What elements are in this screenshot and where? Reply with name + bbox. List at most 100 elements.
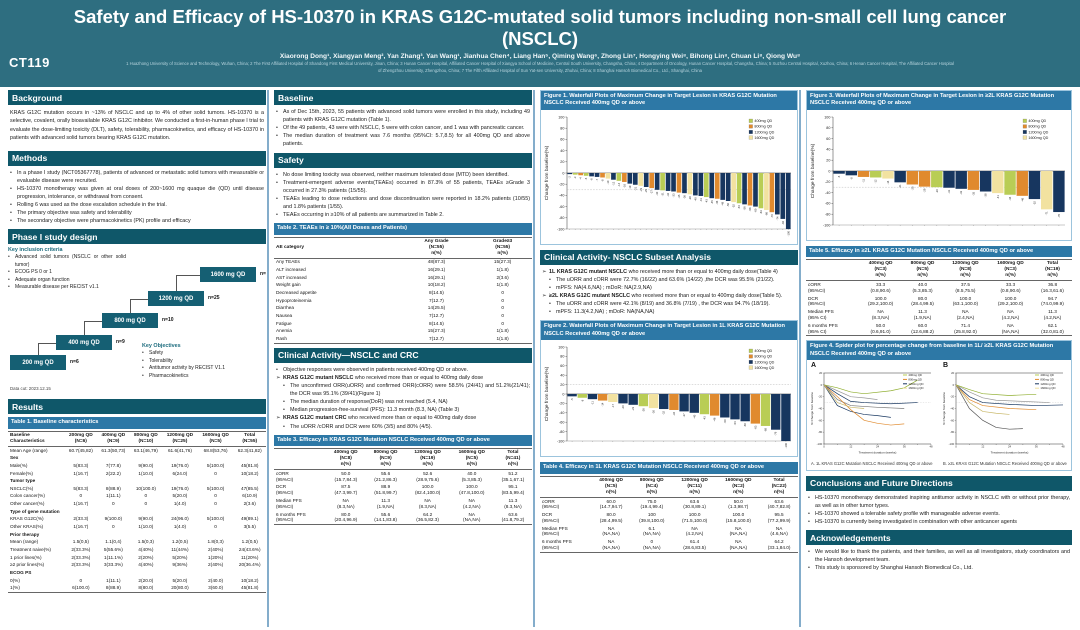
svg-text:-35: -35 bbox=[677, 194, 681, 198]
bullet-item: • TEAEs occurring in ≥10% of all patients… bbox=[276, 212, 444, 219]
poster-header: Safety and Efficacy of HS-10370 in KRAS … bbox=[0, 0, 1080, 87]
table1-caption: Table 1. Baseline characteristics bbox=[8, 417, 266, 429]
svg-text:-100: -100 bbox=[786, 230, 790, 236]
svg-text:1600mg QD: 1600mg QD bbox=[1040, 386, 1055, 390]
table-row: KRAS G12C(%) 2(33.3) 9(100.0) 9(90.0) 24(96.… bbox=[10, 516, 259, 522]
svg-text:-10: -10 bbox=[606, 180, 610, 184]
svg-text:24: 24 bbox=[876, 445, 880, 449]
section-header-nsclc-subset-analysis: Clinical Activity- NSCLC Subset Analysis bbox=[540, 249, 798, 265]
spider-panel-b: B 20 0 -20 -40 -60 -80 -100 0 12 24 36 48 400mg QD 80… bbox=[941, 362, 1069, 469]
svg-text:-40: -40 bbox=[559, 194, 564, 198]
escalation-connector bbox=[176, 274, 200, 292]
svg-text:Change from baseline(%): Change from baseline(%) bbox=[810, 143, 816, 198]
svg-text:-80: -80 bbox=[825, 212, 830, 216]
svg-text:80: 80 bbox=[560, 126, 564, 130]
data-table: 400mg QD (N=5) n(%) 800mg QD (N=4) n(%) 12… bbox=[540, 475, 798, 553]
svg-text:-82: -82 bbox=[781, 220, 785, 224]
svg-text:48: 48 bbox=[929, 445, 933, 449]
svg-text:1200mg QD: 1200mg QD bbox=[908, 382, 923, 386]
figure2-waterfall-chart: 100 80 60 40 20 0 -20 -40 -60 -80 -100 Change from … bbox=[541, 340, 797, 456]
svg-text:-38: -38 bbox=[688, 196, 692, 200]
table-row: DCR (95%CI) 100.0 (29.2,100.0) 80.0 (28.4,… bbox=[808, 295, 1064, 307]
svg-text:-31: -31 bbox=[661, 192, 665, 196]
svg-text:-60: -60 bbox=[559, 205, 564, 209]
conclusions-bullets: • HS-10370 monotherapy demonstrated inspi… bbox=[806, 494, 1072, 526]
waterfall-chart: 100 80 60 40 20 0 -20 -40 -60 -80 -100 Change from … bbox=[544, 346, 791, 449]
figure3-waterfall-chart: 100 80 60 40 20 0 -20 -40 -60 -80 -100 Change from … bbox=[807, 110, 1071, 240]
svg-text:-32: -32 bbox=[662, 411, 666, 415]
escalation-connector bbox=[84, 320, 102, 336]
section-header-clinical-activity-nsclc-crc: Clinical Activity—NSCLC and CRC bbox=[274, 347, 532, 363]
svg-text:800mg QD: 800mg QD bbox=[908, 378, 922, 382]
svg-text:-36: -36 bbox=[682, 194, 686, 198]
table-row: 6 months PFS (95%CI) NA (NA,NA) 0 (NA,NA) 6… bbox=[542, 539, 791, 550]
table-row: Mean (range) 1.5(0,5) 1.1(0,4) 1.5(0,3) 1.2(… bbox=[10, 539, 258, 545]
svg-text:-46: -46 bbox=[1020, 197, 1024, 201]
waterfall-chart: 100 80 60 40 20 0 -20 -40 -60 -80 -100 Change from … bbox=[810, 115, 1065, 227]
svg-text:80: 80 bbox=[826, 126, 830, 130]
svg-text:-5: -5 bbox=[570, 398, 574, 401]
svg-text:-35: -35 bbox=[971, 191, 975, 195]
table-row: Type of gene mutation bbox=[10, 508, 60, 514]
table-row: Rash 7(12.7) 1(1.8) bbox=[276, 336, 509, 342]
svg-text:-12: -12 bbox=[874, 179, 878, 183]
section-header-safety: Safety bbox=[274, 152, 532, 168]
svg-text:-40: -40 bbox=[825, 191, 830, 195]
column-divider bbox=[267, 90, 269, 627]
svg-text:48: 48 bbox=[1061, 445, 1065, 449]
svg-text:60: 60 bbox=[826, 137, 830, 141]
baseline-bullets: • As of Dec 15th, 2023, 55 patients with … bbox=[274, 108, 532, 149]
inclusion-criteria-title: Key inclusion criteria bbox=[8, 247, 63, 254]
table-row: DCR (95%CI) 80.0 (28.4,99.5) 100 (39.8,100… bbox=[542, 512, 791, 523]
svg-text:100: 100 bbox=[558, 346, 564, 350]
svg-text:1600mg QD: 1600mg QD bbox=[1028, 136, 1048, 140]
svg-text:0: 0 bbox=[821, 383, 823, 387]
panel-a-caption: A. 1L KRAS G12C Mutation NSCLC Received … bbox=[811, 461, 933, 467]
bullet-item: • Advanced solid tumors (NSCLC or other s… bbox=[8, 254, 126, 268]
svg-text:-20: -20 bbox=[559, 402, 564, 406]
bullet-item: • Safety bbox=[142, 350, 164, 357]
svg-text:12: 12 bbox=[849, 445, 853, 449]
svg-text:0: 0 bbox=[955, 445, 957, 449]
svg-text:-71: -71 bbox=[1045, 211, 1049, 215]
svg-text:-43: -43 bbox=[704, 198, 708, 202]
bullet-item: • In a phase I study (NCT05367778), patie… bbox=[10, 169, 264, 184]
figure4-caption: Figure 4. Spider plot for percentage cha… bbox=[807, 341, 1071, 361]
svg-text:-70: -70 bbox=[770, 214, 774, 218]
bullet-item: • The median duration of treatment was 7.… bbox=[276, 133, 530, 148]
bullet-item: ➢ KRAS G12C mutant NSCLC who received mor… bbox=[276, 374, 484, 381]
svg-text:0: 0 bbox=[828, 169, 830, 173]
escalation-connector bbox=[38, 342, 56, 356]
svg-text:-14: -14 bbox=[886, 180, 890, 184]
svg-text:-19: -19 bbox=[628, 185, 632, 189]
bullet-item: • HS-10370 is currently being investigate… bbox=[808, 519, 1017, 526]
acknowledgements-bullets: • We would like to thank the patients, an… bbox=[806, 548, 1072, 572]
svg-text:-29: -29 bbox=[923, 188, 927, 192]
svg-text:-25: -25 bbox=[910, 186, 914, 190]
figure2-caption: Figure 2. Waterfall Plots of Maximum Cha… bbox=[541, 321, 797, 341]
svg-text:-40: -40 bbox=[693, 197, 697, 201]
bullet-item: • No dose limiting toxicity was observed,… bbox=[276, 171, 509, 178]
figure2-box: Figure 2. Waterfall Plots of Maximum Cha… bbox=[540, 320, 798, 458]
poster-code: CT119 bbox=[9, 55, 50, 70]
dose-n-1600mg: n=5 bbox=[260, 271, 266, 278]
svg-text:-38: -38 bbox=[984, 193, 988, 197]
table3-caption: Table 3. Efficacy in KRAS G12C Mutation … bbox=[274, 434, 532, 447]
bullet-item: • The secondary objective were pharmacoki… bbox=[10, 218, 191, 225]
svg-text:1200mg QD: 1200mg QD bbox=[1040, 382, 1055, 386]
table-row: Diarrhea 14(25.5) 0 bbox=[276, 305, 504, 311]
spider-chart-b: 20 0 -20 -40 -60 -80 -100 0 12 24 36 48 400mg QD 800m… bbox=[941, 369, 1069, 460]
svg-text:-60: -60 bbox=[818, 418, 822, 422]
svg-text:-31: -31 bbox=[947, 189, 951, 193]
svg-text:-5: -5 bbox=[837, 175, 841, 178]
bullet-item: • The primary objective was safety and to… bbox=[10, 210, 132, 217]
bullet-item: • Pharmacokinetics bbox=[142, 372, 189, 379]
svg-text:-68: -68 bbox=[764, 428, 768, 432]
table-row: Median PFS (95%CI) NA (NA,NA) 6.1 (NA,NA) N… bbox=[542, 525, 788, 537]
section-header-conclusions: Conclusions and Future Directions bbox=[806, 475, 1072, 491]
bullet-item: • HS-10370 monotherapy was given at oral … bbox=[10, 185, 264, 200]
spider-panels: A 20 0 -20 -40 -60 -80 -100 0 12 24 36 48 400mg QD 80… bbox=[807, 360, 1071, 470]
svg-text:800mg QD: 800mg QD bbox=[1040, 378, 1054, 382]
svg-text:-60: -60 bbox=[559, 421, 564, 425]
